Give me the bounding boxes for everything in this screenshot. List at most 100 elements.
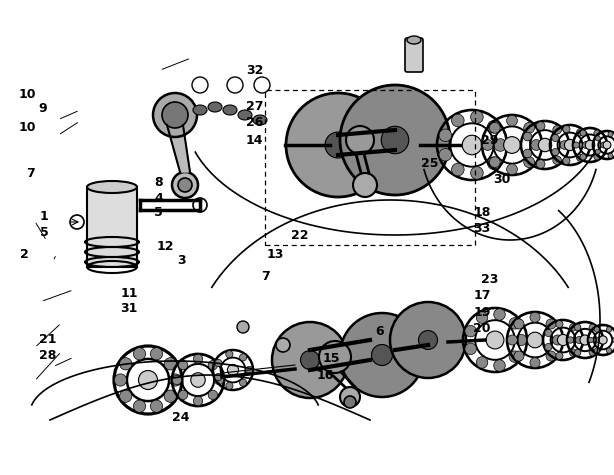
- Circle shape: [594, 348, 600, 353]
- Text: 5: 5: [154, 206, 163, 219]
- Circle shape: [583, 142, 590, 149]
- Circle shape: [488, 157, 500, 170]
- Circle shape: [164, 358, 176, 370]
- Circle shape: [527, 332, 543, 348]
- Circle shape: [120, 358, 132, 370]
- Circle shape: [509, 351, 521, 362]
- Circle shape: [239, 379, 247, 386]
- Circle shape: [340, 387, 360, 407]
- Ellipse shape: [223, 105, 237, 115]
- Text: 22: 22: [291, 228, 308, 242]
- Ellipse shape: [193, 105, 207, 115]
- Circle shape: [451, 163, 464, 176]
- Text: 9: 9: [39, 102, 47, 115]
- Text: 18: 18: [473, 206, 491, 219]
- Circle shape: [514, 351, 524, 361]
- Circle shape: [530, 358, 540, 368]
- Ellipse shape: [87, 181, 137, 193]
- Circle shape: [563, 125, 570, 133]
- Circle shape: [523, 132, 532, 141]
- Circle shape: [439, 148, 452, 161]
- Circle shape: [596, 136, 600, 141]
- Circle shape: [515, 334, 527, 346]
- Text: 13: 13: [266, 247, 284, 261]
- Circle shape: [133, 400, 146, 412]
- Circle shape: [524, 157, 535, 168]
- Circle shape: [120, 390, 132, 402]
- Text: 26: 26: [246, 116, 263, 129]
- Circle shape: [419, 331, 438, 350]
- Circle shape: [509, 318, 521, 329]
- Circle shape: [507, 164, 518, 175]
- Circle shape: [276, 338, 290, 352]
- Circle shape: [599, 336, 607, 344]
- Text: 4: 4: [154, 192, 163, 205]
- Circle shape: [552, 134, 559, 142]
- Circle shape: [346, 126, 374, 154]
- Ellipse shape: [407, 36, 421, 44]
- Circle shape: [153, 93, 197, 137]
- Circle shape: [594, 154, 600, 160]
- Circle shape: [575, 350, 581, 356]
- Circle shape: [150, 400, 163, 412]
- Circle shape: [169, 374, 182, 386]
- Circle shape: [178, 178, 192, 192]
- Text: 17: 17: [473, 289, 491, 302]
- Circle shape: [215, 373, 222, 380]
- Circle shape: [476, 312, 488, 323]
- Circle shape: [150, 348, 163, 360]
- Circle shape: [589, 350, 596, 356]
- Circle shape: [545, 343, 552, 351]
- Circle shape: [494, 360, 505, 371]
- Circle shape: [239, 354, 247, 361]
- Circle shape: [172, 172, 198, 198]
- Circle shape: [494, 309, 505, 320]
- Circle shape: [162, 102, 188, 128]
- Text: 16: 16: [317, 369, 334, 382]
- Circle shape: [600, 142, 607, 148]
- Circle shape: [585, 140, 595, 150]
- Circle shape: [553, 156, 561, 164]
- Circle shape: [344, 396, 356, 408]
- Circle shape: [607, 348, 612, 353]
- Text: 27: 27: [246, 100, 263, 114]
- Polygon shape: [167, 125, 190, 172]
- Circle shape: [193, 396, 203, 406]
- Text: 31: 31: [120, 302, 138, 315]
- Circle shape: [179, 361, 188, 370]
- Text: 23: 23: [481, 273, 499, 286]
- Circle shape: [237, 321, 249, 333]
- Text: 10: 10: [19, 87, 36, 101]
- Text: 20: 20: [473, 322, 491, 335]
- Circle shape: [577, 129, 584, 136]
- Circle shape: [537, 160, 545, 168]
- Circle shape: [553, 125, 561, 134]
- Circle shape: [594, 327, 600, 332]
- Text: 14: 14: [246, 133, 263, 147]
- Circle shape: [608, 132, 613, 137]
- Circle shape: [563, 157, 570, 164]
- Circle shape: [552, 148, 559, 156]
- Circle shape: [567, 337, 573, 343]
- Circle shape: [381, 126, 409, 154]
- Circle shape: [489, 123, 500, 133]
- Circle shape: [560, 141, 569, 149]
- Circle shape: [193, 354, 203, 364]
- Circle shape: [173, 375, 182, 385]
- Circle shape: [589, 324, 596, 331]
- Circle shape: [575, 324, 581, 331]
- Circle shape: [214, 375, 223, 385]
- Circle shape: [179, 390, 188, 399]
- Circle shape: [507, 115, 518, 126]
- Text: 10: 10: [19, 121, 36, 134]
- Circle shape: [596, 337, 603, 343]
- Circle shape: [489, 157, 500, 168]
- Text: 33: 33: [473, 222, 491, 236]
- Circle shape: [114, 374, 126, 386]
- Text: 15: 15: [323, 352, 340, 365]
- Circle shape: [580, 130, 586, 136]
- Circle shape: [139, 370, 157, 389]
- Circle shape: [133, 348, 146, 360]
- Circle shape: [494, 139, 507, 152]
- Ellipse shape: [390, 302, 466, 378]
